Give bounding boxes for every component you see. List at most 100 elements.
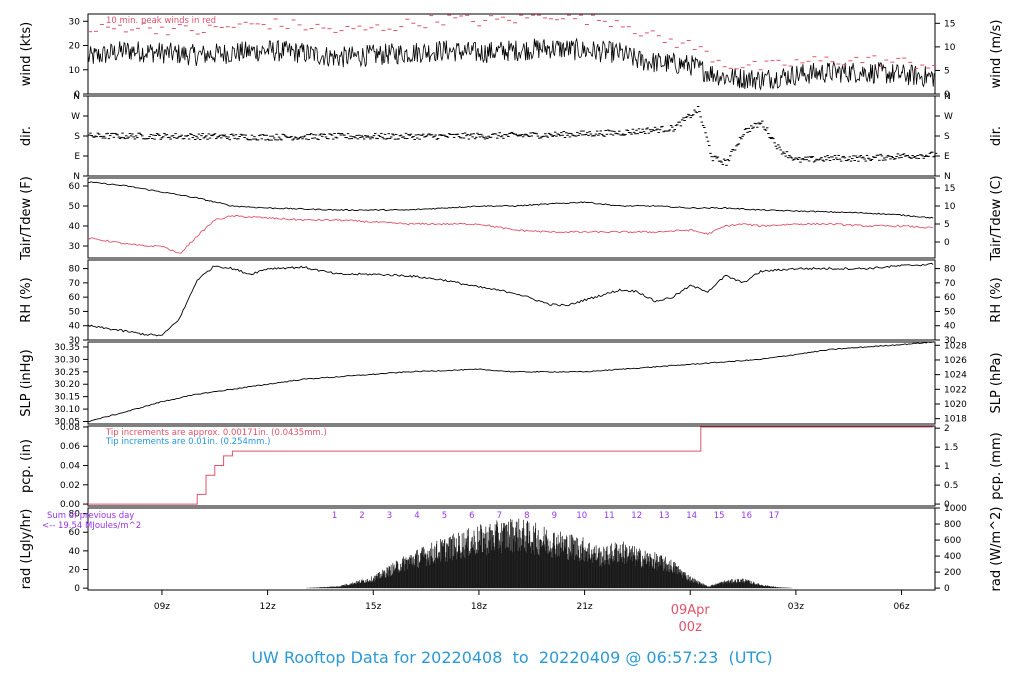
temp-left-label: 50 — [69, 202, 81, 212]
wind-ylabel-right: wind (m/s) — [989, 20, 1004, 89]
time-label: 12z — [260, 602, 276, 612]
dir-left-label: E — [74, 152, 80, 162]
panel-frame-wind — [87, 13, 936, 95]
temp-right-label: 0 — [944, 238, 950, 248]
rh-left-label: 80 — [69, 265, 81, 275]
pcp-right-label: 1 — [944, 462, 950, 472]
rh-left-label: 70 — [69, 279, 81, 289]
rad-hour-label: 14 — [686, 511, 697, 521]
slp-right-label: 1028 — [944, 341, 967, 351]
rh-right-label: 50 — [944, 307, 956, 317]
rad-ylabel-left: rad (Lgly/hr) — [19, 509, 34, 590]
rh-right-label: 80 — [944, 265, 956, 275]
rad-bars — [306, 518, 793, 589]
rad-left-label: 0 — [74, 584, 80, 594]
rad-hour-label: 17 — [769, 511, 780, 521]
slp-left-label: 30.05 — [54, 418, 80, 428]
rh-right-label: 60 — [944, 293, 956, 303]
temp-right-label: 5 — [944, 220, 950, 230]
time-label: 18z — [471, 602, 487, 612]
pcp-right-label: 0.5 — [944, 481, 958, 491]
pcp-right-label: 1.5 — [944, 443, 958, 453]
time-label: 03z — [788, 602, 804, 612]
dir-ylabel-right: dir. — [989, 126, 1004, 146]
rad-hour-label: 15 — [714, 511, 725, 521]
temp-right-label: 10 — [944, 202, 956, 212]
dir-ylabel-left: dir. — [19, 126, 34, 146]
rad-left-label: 80 — [69, 510, 81, 520]
chart-title: UW Rooftop Data for 20220408 to 20220409… — [251, 648, 773, 667]
temp-right-label: 15 — [944, 184, 955, 194]
time-label-midnight: 00z — [679, 620, 703, 635]
dir-right-label: S — [944, 132, 950, 142]
dir-left-label: S — [74, 132, 80, 142]
panel-frame-dir — [87, 95, 936, 177]
pcp-right-label: 0 — [944, 500, 950, 510]
time-label: 15z — [365, 602, 381, 612]
dir-dashes — [88, 106, 938, 166]
rh-left-label: 40 — [69, 322, 81, 332]
pcp-note-blue: Tip increments are 0.01in. (0.254mm.) — [105, 437, 270, 447]
pcp-line — [88, 426, 934, 505]
panel-frame-rh — [87, 259, 936, 341]
rad-right-label: 200 — [944, 568, 961, 578]
tair-line — [87, 181, 934, 219]
time-label: 06z — [893, 602, 909, 612]
rh-line — [87, 262, 934, 337]
rad-hour-label: 3 — [387, 511, 392, 521]
rh-ylabel-left: RH (%) — [19, 277, 34, 322]
wind-right-label: 15 — [944, 19, 955, 29]
rad-right-label: 1000 — [944, 504, 967, 514]
slp-right-label: 1026 — [944, 356, 967, 366]
rh-right-label: 30 — [944, 336, 956, 346]
pcp-left-label: 0.04 — [60, 462, 80, 472]
wind-left-label: 0 — [74, 90, 80, 100]
rad-right-label: 600 — [944, 536, 961, 546]
rad-right-label: 800 — [944, 520, 961, 530]
time-label: 21z — [576, 602, 592, 612]
rad-hour-label: 16 — [741, 511, 752, 521]
rh-ylabel-right: RH (%) — [989, 277, 1004, 322]
rad-hour-label: 12 — [631, 511, 642, 521]
temp-ylabel-left: Tair/Tdew (F) — [19, 176, 34, 261]
pcp-left-label: 0.06 — [60, 442, 80, 452]
rad-hour-label: 9 — [552, 511, 557, 521]
rad-ylabel-right: rad (W/m^2) — [989, 507, 1004, 592]
slp-right-label: 1024 — [944, 371, 967, 381]
dir-left-label: W — [71, 112, 80, 122]
rh-left-label: 30 — [69, 336, 81, 346]
rad-left-label: 20 — [69, 566, 81, 576]
wind-right-label: 5 — [944, 66, 950, 76]
slp-ylabel-left: SLP (inHg) — [19, 349, 34, 417]
pcp-left-label: 0.02 — [60, 481, 80, 491]
slp-ylabel-right: SLP (hPa) — [989, 352, 1004, 413]
pcp-note-red: Tip increments are approx. 0.00171in. (0… — [105, 428, 327, 438]
panel-frame-rad — [87, 507, 936, 591]
temp-ylabel-right: Tair/Tdew (C) — [989, 175, 1004, 261]
rh-right-label: 70 — [944, 279, 956, 289]
rad-sum-value: <-- 19.54 MJoules/m^2 — [42, 521, 141, 531]
panel-frame-temp — [87, 177, 936, 259]
slp-left-label: 30.10 — [54, 405, 80, 415]
slp-right-label: 1018 — [944, 415, 967, 425]
dir-left-label: N — [73, 92, 80, 102]
time-label: 09z — [154, 602, 170, 612]
temp-left-label: 30 — [69, 242, 81, 252]
temp-left-label: 40 — [69, 222, 81, 232]
dir-right-label: N — [944, 92, 951, 102]
rad-hour-label: 8 — [524, 511, 529, 521]
slp-right-label: 1020 — [944, 400, 967, 410]
tdew-line — [87, 214, 934, 254]
rad-right-label: 0 — [944, 584, 950, 594]
wind-line — [87, 37, 936, 91]
slp-left-label: 30.20 — [54, 380, 80, 390]
rad-hour-label: 4 — [414, 511, 419, 521]
rad-hour-label: 1 — [332, 511, 337, 521]
wind-right-label: 0 — [944, 90, 950, 100]
wind-right-label: 10 — [944, 43, 956, 53]
slp-right-label: 1022 — [944, 385, 967, 395]
pcp-ylabel-left: pcp. (in) — [19, 439, 34, 493]
dir-left-label: N — [73, 172, 80, 182]
wind-ylabel-left: wind (kts) — [19, 22, 34, 86]
